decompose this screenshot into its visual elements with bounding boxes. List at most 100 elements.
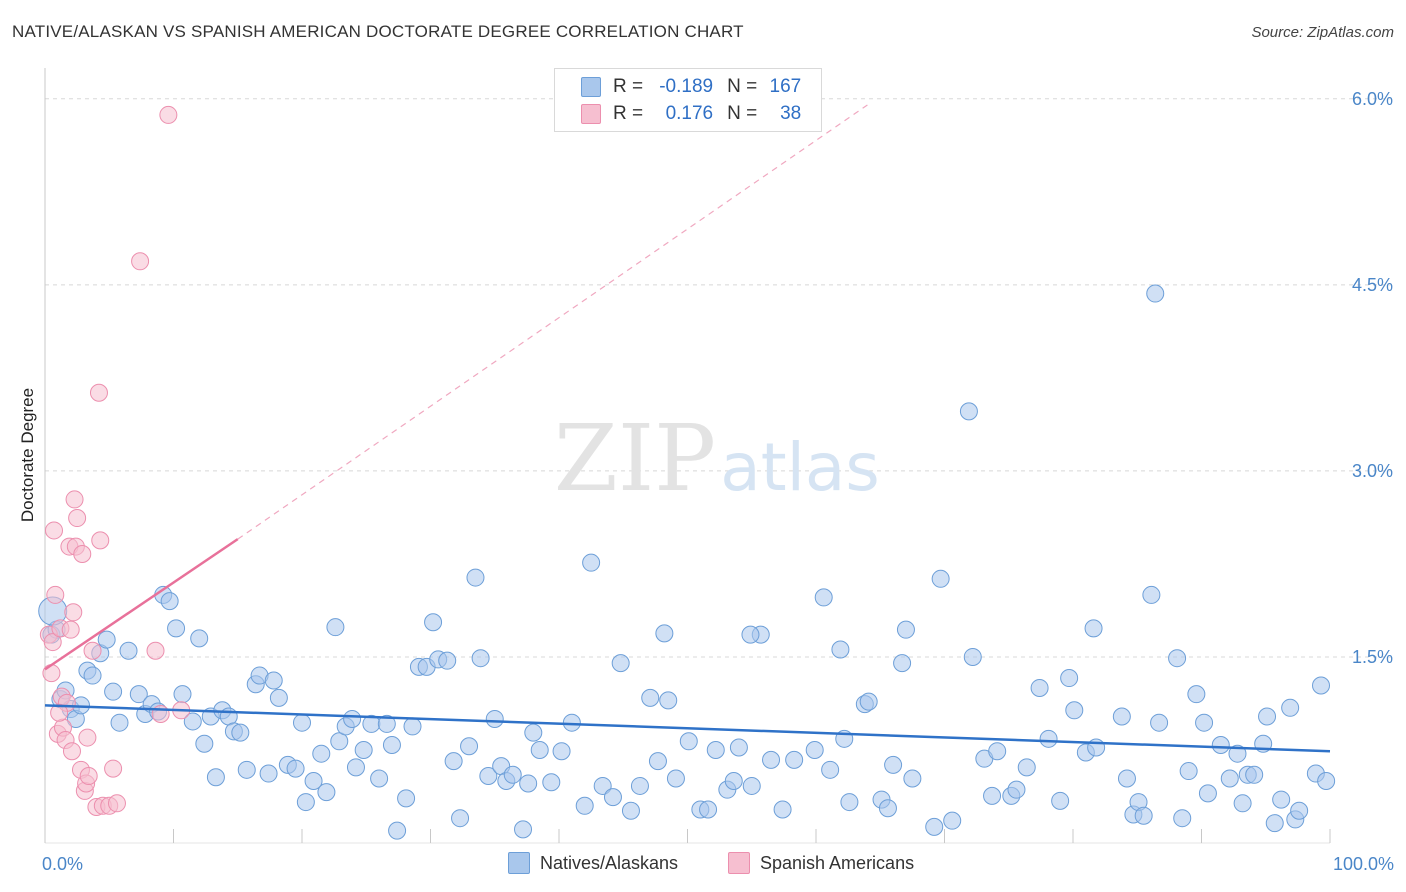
natives-point (821, 760, 840, 779)
natives-point (466, 568, 485, 587)
spanish-point (42, 664, 61, 683)
natives-point (1258, 707, 1277, 726)
natives-point (1030, 678, 1049, 697)
natives-point (479, 767, 498, 786)
natives-point (83, 666, 102, 685)
natives-point (1017, 758, 1036, 777)
legend-r-label: R = (613, 103, 644, 124)
natives-point (1150, 713, 1169, 732)
natives-point (231, 723, 250, 742)
natives-point (1265, 814, 1284, 833)
y-tick-label: 1.5% (1352, 647, 1393, 667)
natives-point (630, 776, 649, 795)
natives-point (237, 760, 256, 779)
legend-r-value: 0.176 (665, 103, 714, 124)
spanish-point (46, 585, 65, 604)
spanish-point (43, 633, 62, 652)
natives-point (1134, 806, 1153, 825)
spanish-point (146, 641, 165, 660)
natives-point (183, 712, 202, 731)
spanish-point (91, 531, 110, 550)
natives-point (129, 685, 148, 704)
natives-point (884, 755, 903, 774)
spanish-point (50, 703, 69, 722)
natives-point (312, 744, 331, 763)
natives-point (621, 801, 640, 820)
spanish-points (39, 105, 191, 817)
spanish-trend-line (44, 538, 239, 671)
natives-point (97, 630, 116, 649)
natives-point (959, 402, 978, 421)
natives-point (110, 713, 129, 732)
natives-point (1173, 809, 1192, 828)
natives-point (530, 740, 549, 759)
y-tick-label: 6.0% (1352, 89, 1393, 109)
natives-point (593, 776, 612, 795)
legend-n-value: 38 (780, 103, 802, 124)
natives-point (1317, 771, 1336, 790)
source-label: Source: ZipAtlas.com (1251, 24, 1394, 41)
natives-point (1290, 801, 1309, 820)
natives-point (785, 750, 804, 769)
natives-point (542, 773, 561, 792)
natives-point (1142, 585, 1161, 604)
gridlines (45, 98, 1392, 658)
spanish-point (68, 509, 87, 528)
natives-point (438, 651, 457, 670)
natives-point (943, 811, 962, 830)
natives-point (403, 717, 422, 736)
natives-point (397, 789, 416, 808)
natives-point (724, 771, 743, 790)
bottom-legend-spanish: Spanish Americans (728, 852, 914, 874)
natives-point (666, 769, 685, 788)
natives-point (762, 750, 781, 769)
x-tick-label: 0.0% (42, 854, 83, 874)
x-tick-label: 100.0% (1333, 854, 1394, 874)
natives-points (38, 284, 1336, 840)
natives-point (382, 736, 401, 755)
spanish-point (89, 383, 108, 402)
natives-point (742, 776, 761, 795)
natives-point (552, 742, 571, 761)
natives-point (925, 817, 944, 836)
x-tick-labels: 0.0% 100.0% (42, 854, 1394, 874)
natives-point (293, 713, 311, 732)
spanish-point (83, 641, 102, 660)
natives-point (264, 671, 283, 690)
natives-point (444, 752, 463, 771)
legend-n-label: N = (727, 103, 758, 124)
natives-point (330, 732, 349, 751)
natives-point (659, 691, 678, 710)
natives-point (524, 723, 543, 742)
natives-point (878, 799, 897, 818)
correlation-legend: R = -0.189 N = 167 R = 0.176 N = 38 (554, 68, 822, 132)
natives-point (1065, 701, 1084, 720)
natives-point (269, 688, 288, 707)
natives-point (840, 793, 859, 812)
natives-point (1146, 284, 1165, 303)
axes (44, 68, 1331, 844)
spanish-point (79, 767, 98, 786)
spanish-point (62, 742, 81, 761)
natives-point (1084, 619, 1103, 638)
natives-point (641, 688, 660, 707)
natives-point (983, 786, 1002, 805)
natives-point (893, 654, 912, 673)
natives-legend-swatch (508, 852, 530, 874)
natives-point (582, 553, 601, 572)
bottom-legend-natives: Natives/Alaskans (508, 852, 678, 874)
natives-point (451, 809, 470, 828)
natives-point (195, 734, 214, 753)
natives-point (1060, 669, 1079, 688)
spanish-legend-swatch (728, 852, 750, 874)
natives-point (167, 619, 186, 638)
natives-point (1228, 744, 1247, 763)
natives-trend-line (44, 704, 1331, 753)
natives-point (519, 774, 538, 793)
natives-point (575, 796, 594, 815)
y-tick-label: 4.5% (1352, 275, 1393, 295)
legend-row-natives: R = -0.189 N = 167 (581, 74, 801, 100)
natives-point (648, 752, 667, 771)
natives-point (655, 624, 674, 643)
natives-point (679, 732, 698, 751)
